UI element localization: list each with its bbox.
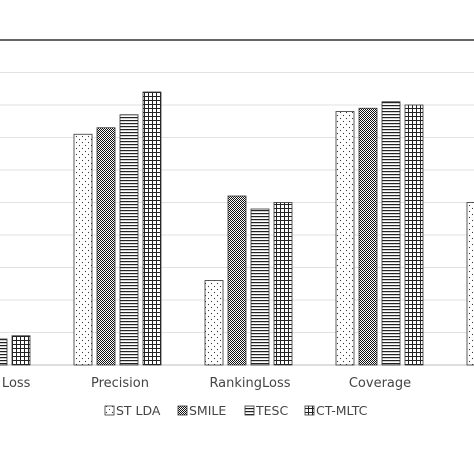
bar-st-lda-4: [466, 202, 474, 366]
legend: ST LDA SMILE TESC CT-MLTC: [104, 403, 368, 418]
x-tick-label: Precision: [91, 376, 149, 391]
bar-st-lda-2: [204, 280, 224, 366]
bars: [0, 91, 474, 366]
bar-tesc-1: [119, 114, 139, 366]
x-tick-label: g Loss: [0, 376, 31, 391]
bar-tesc-2: [250, 208, 270, 366]
bar-st-lda-3: [335, 111, 355, 366]
legend-label-tesc: TESC: [255, 403, 288, 418]
bar-ct-mltc-3: [404, 104, 424, 366]
x-axis-labels: g Loss Precision RankingLoss Coverage: [0, 376, 411, 391]
bar-smile-1: [96, 127, 116, 366]
bar-tesc-3: [381, 101, 401, 366]
legend-label-st-lda: ST LDA: [116, 403, 161, 418]
legend-swatch-st-lda: [104, 405, 115, 416]
bar-tesc-0: [0, 338, 8, 366]
x-tick-label: Coverage: [349, 376, 411, 391]
bar-ct-mltc-0: [11, 335, 31, 366]
bar-smile-3: [358, 107, 378, 366]
bar-smile-2: [227, 195, 247, 366]
bar-st-lda-1: [73, 133, 93, 366]
x-tick-label: RankingLoss: [209, 376, 290, 391]
bar-ct-mltc-2: [273, 202, 293, 366]
legend-swatch-tesc: [244, 405, 255, 416]
legend-swatch-smile: [177, 405, 188, 416]
bar-ct-mltc-1: [142, 91, 162, 366]
legend-label-ct-mltc: CT-MLTC: [316, 403, 368, 418]
legend-swatch-ct-mltc: [304, 405, 315, 416]
legend-label-smile: SMILE: [189, 403, 226, 418]
